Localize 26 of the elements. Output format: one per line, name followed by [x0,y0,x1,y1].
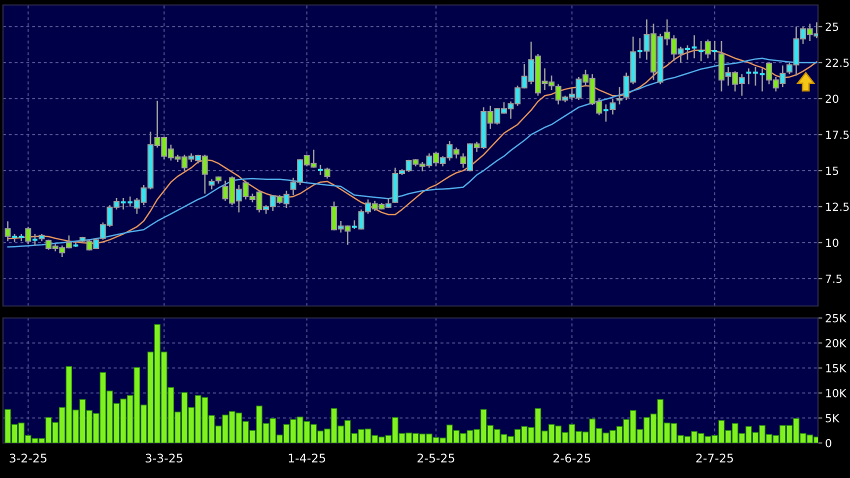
x-tick-label: 3-2-25 [10,454,46,463]
x-tick-label: 2-5-25 [418,454,454,463]
y-tick-label: 25K [826,314,847,322]
x-tick-label: 1-4-25 [288,454,326,463]
candlestick [616,86,623,106]
y-tick-label: 10K [826,388,847,398]
y-tick-label: 20K [826,338,847,348]
y-tick-label: 12.5 [826,202,849,212]
candlestick [324,167,330,180]
x-tick-label: 2-7-25 [696,454,733,463]
y-tick-label: 0 [826,438,832,448]
candlestick [25,226,32,245]
y-tick-label: 20 [826,94,838,103]
y-tick-label: 22.5 [826,58,849,67]
y-tick-label: 17.5 [826,130,849,139]
y-tick-label: 15K [826,364,847,372]
y-tick-label: 10 [826,238,838,248]
y-tick-label: 5K [826,414,840,422]
y-tick-label: 15 [826,166,838,175]
candlestick [745,68,752,85]
candlestick [704,38,711,59]
candlestick [4,220,11,242]
y-tick-label: 7.5 [826,274,842,284]
x-tick-label: 2-6-25 [554,454,590,463]
y-tick-label: 25 [826,22,838,31]
x-tick-label: 3-3-25 [146,454,182,463]
